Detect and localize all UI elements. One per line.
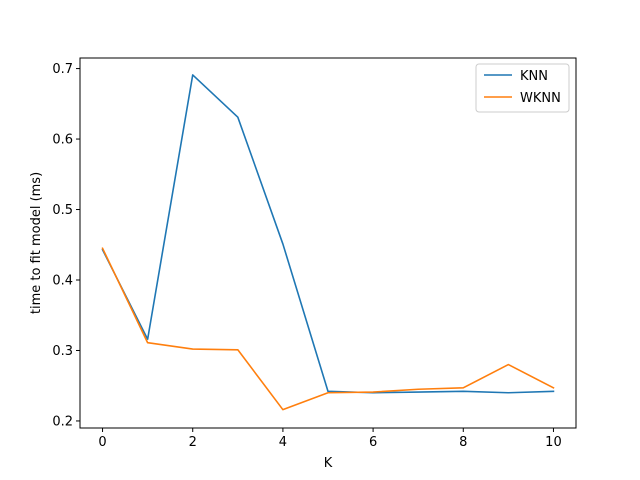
legend-box xyxy=(475,63,570,113)
legend-label-wknn: WKNN xyxy=(520,91,561,106)
x-tick-label: 4 xyxy=(279,435,287,450)
y-tick-label: 0.3 xyxy=(52,344,73,359)
x-axis-title: K xyxy=(324,456,333,471)
y-axis-ticks: 0.2 0.3 0.4 0.5 0.6 0.7 xyxy=(52,62,80,429)
y-axis-title: time to fit model (ms) xyxy=(29,172,44,314)
x-tick-label: 6 xyxy=(369,435,377,450)
x-tick-label: 10 xyxy=(545,435,562,450)
y-tick-label: 0.4 xyxy=(52,274,73,289)
x-tick-label: 0 xyxy=(98,435,106,450)
y-tick-label: 0.5 xyxy=(52,203,73,218)
y-tick-label: 0.2 xyxy=(52,414,73,429)
y-tick-label: 0.7 xyxy=(52,62,73,77)
legend: KNN WKNN xyxy=(475,63,570,113)
y-tick-label: 0.6 xyxy=(52,133,73,148)
x-tick-label: 2 xyxy=(189,435,197,450)
plot-frame xyxy=(79,57,577,429)
x-tick-label: 8 xyxy=(459,435,467,450)
x-axis-ticks: 0 2 4 6 8 10 xyxy=(98,428,562,450)
legend-label-knn: KNN xyxy=(520,69,548,84)
series-line-knn xyxy=(101,74,555,394)
plot-lines xyxy=(101,74,555,411)
series-line-wknn xyxy=(101,247,555,411)
